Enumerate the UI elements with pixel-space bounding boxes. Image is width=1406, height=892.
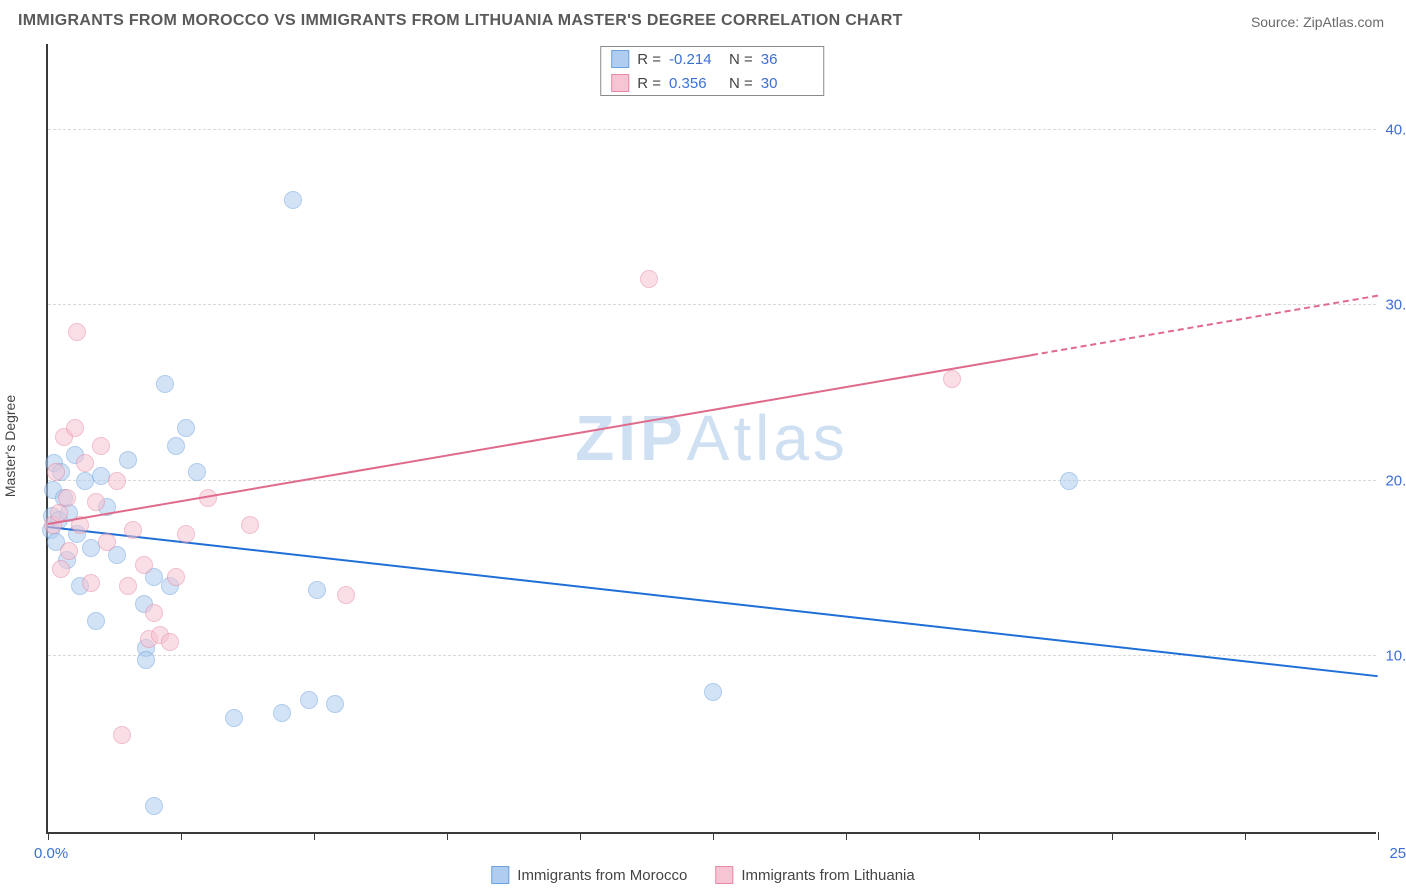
data-point-morocco [188, 463, 206, 481]
data-point-lithuania [337, 586, 355, 604]
watermark-zip: ZIP [575, 402, 687, 474]
data-point-morocco [1060, 472, 1078, 490]
n-value-morocco: 36 [761, 51, 813, 68]
data-point-lithuania [92, 437, 110, 455]
data-point-lithuania [161, 633, 179, 651]
y-tick-label: 40.0% [1385, 121, 1406, 138]
data-point-morocco [137, 651, 155, 669]
legend-swatch-morocco [491, 866, 509, 884]
x-tick [1245, 832, 1246, 840]
data-point-lithuania [167, 568, 185, 586]
data-point-lithuania [47, 463, 65, 481]
gridline [48, 655, 1376, 656]
legend-item-lithuania: Immigrants from Lithuania [715, 866, 914, 884]
legend-item-morocco: Immigrants from Morocco [491, 866, 687, 884]
data-point-lithuania [98, 533, 116, 551]
x-tick [580, 832, 581, 840]
x-tick [1378, 832, 1379, 840]
x-tick [181, 832, 182, 840]
data-point-lithuania [177, 525, 195, 543]
x-tick [979, 832, 980, 840]
x-tick [846, 832, 847, 840]
source-label: Source: ZipAtlas.com [1251, 14, 1384, 30]
data-point-lithuania [640, 270, 658, 288]
data-point-morocco [225, 709, 243, 727]
data-point-morocco [156, 375, 174, 393]
data-point-morocco [167, 437, 185, 455]
x-tick [48, 832, 49, 840]
data-point-morocco [119, 451, 137, 469]
legend-swatch-morocco [611, 50, 629, 68]
data-point-lithuania [87, 493, 105, 511]
data-point-lithuania [108, 472, 126, 490]
x-tick [314, 832, 315, 840]
correlation-row-lithuania: R = 0.356 N = 30 [601, 71, 823, 95]
data-point-lithuania [66, 419, 84, 437]
data-point-morocco [300, 691, 318, 709]
legend-swatch-lithuania [715, 866, 733, 884]
watermark-atlas: Atlas [687, 402, 849, 474]
gridline [48, 480, 1376, 481]
data-point-lithuania [145, 604, 163, 622]
data-point-lithuania [119, 577, 137, 595]
data-point-lithuania [943, 370, 961, 388]
x-axis-max-label: 25.0% [1389, 845, 1406, 862]
data-point-morocco [177, 419, 195, 437]
gridline [48, 304, 1376, 305]
watermark: ZIPAtlas [575, 401, 849, 475]
data-point-morocco [326, 695, 344, 713]
series-legend: Immigrants from Morocco Immigrants from L… [491, 866, 914, 884]
r-value-lithuania: 0.356 [669, 75, 721, 92]
x-axis-min-label: 0.0% [34, 845, 68, 862]
chart-title: IMMIGRANTS FROM MOROCCO VS IMMIGRANTS FR… [18, 12, 903, 30]
data-point-lithuania [76, 454, 94, 472]
y-tick-label: 30.0% [1385, 297, 1406, 314]
data-point-morocco [273, 704, 291, 722]
n-value-lithuania: 30 [761, 75, 813, 92]
data-point-lithuania [68, 323, 86, 341]
y-tick-label: 20.0% [1385, 472, 1406, 489]
data-point-lithuania [113, 726, 131, 744]
data-point-lithuania [60, 542, 78, 560]
gridline [48, 129, 1376, 130]
correlation-chart: IMMIGRANTS FROM MOROCCO VS IMMIGRANTS FR… [0, 0, 1406, 892]
data-point-lithuania [58, 489, 76, 507]
plot-area: ZIPAtlas R =-0.214N =36R =0.356N =30 0.0… [46, 44, 1376, 834]
data-point-morocco [704, 683, 722, 701]
r-label: R = [637, 75, 661, 92]
data-point-lithuania [241, 516, 259, 534]
x-tick [713, 832, 714, 840]
data-point-lithuania [124, 521, 142, 539]
trendline-lithuania [48, 354, 1033, 525]
r-value-morocco: -0.214 [669, 51, 721, 68]
data-point-morocco [145, 797, 163, 815]
data-point-morocco [308, 581, 326, 599]
legend-label-morocco: Immigrants from Morocco [517, 867, 687, 884]
data-point-morocco [284, 191, 302, 209]
data-point-morocco [87, 612, 105, 630]
legend-swatch-lithuania [611, 74, 629, 92]
data-point-lithuania [82, 574, 100, 592]
y-axis-label: Master's Degree [2, 395, 18, 497]
data-point-lithuania [52, 560, 70, 578]
correlation-row-morocco: R = -0.214 N = 36 [601, 47, 823, 71]
n-label: N = [729, 51, 753, 68]
legend-label-lithuania: Immigrants from Lithuania [741, 867, 914, 884]
y-tick-label: 10.0% [1385, 648, 1406, 665]
data-point-lithuania [135, 556, 153, 574]
x-tick [1112, 832, 1113, 840]
r-label: R = [637, 51, 661, 68]
correlation-legend: R = -0.214 N = 36 R = 0.356 N = 30 [600, 46, 824, 96]
n-label: N = [729, 75, 753, 92]
x-tick [447, 832, 448, 840]
